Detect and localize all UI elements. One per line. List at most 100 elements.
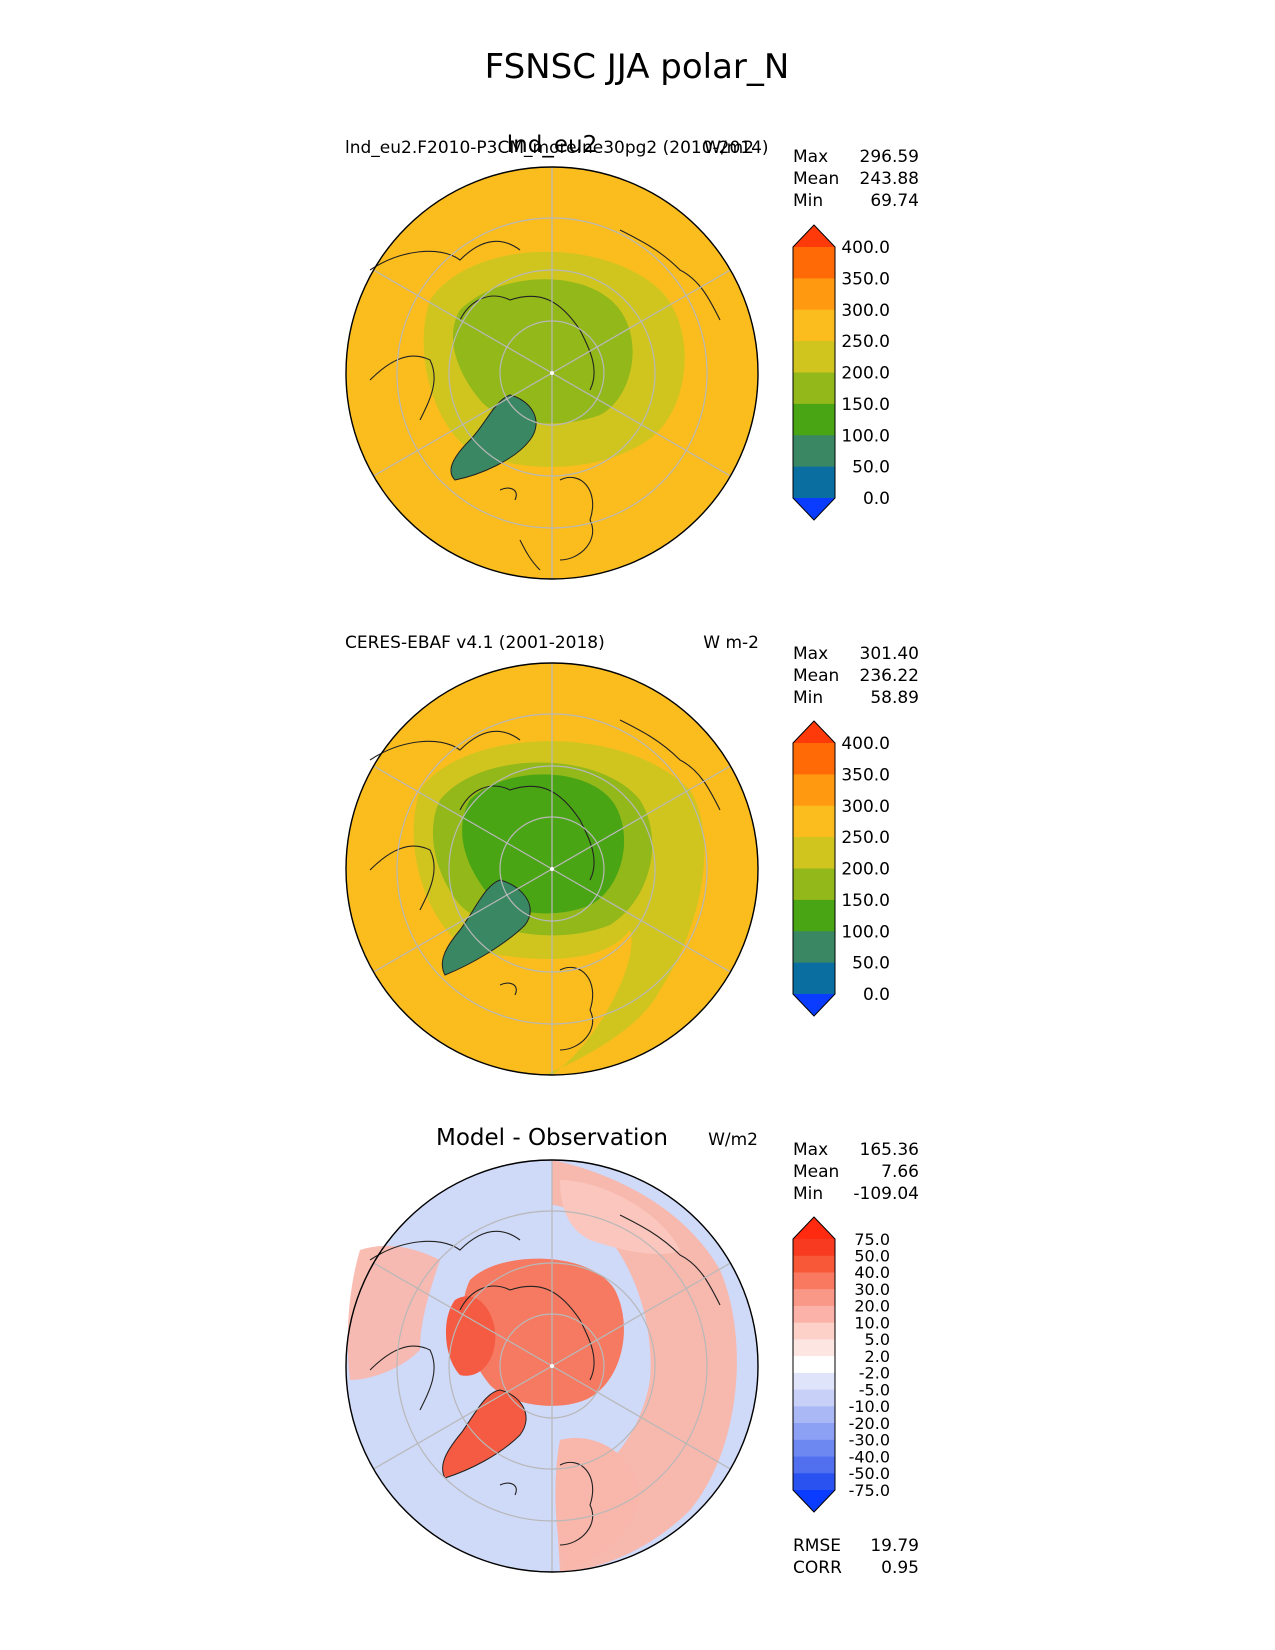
colorbar-tick-label: 10.0	[854, 1313, 890, 1332]
stat-label: Mean	[793, 666, 839, 686]
stat-label: Mean	[793, 169, 839, 189]
colorbar-bin	[793, 743, 835, 775]
polar-map-test	[345, 166, 759, 580]
panel-reference-stats: Max 301.40 Mean 236.22 Min 58.89	[793, 644, 919, 708]
colorbar-tick-label: 5.0	[865, 1330, 890, 1349]
colorbar-tick-label: 0.0	[863, 489, 890, 509]
colorbar-tick-label: 75.0	[854, 1230, 890, 1249]
map-coastlines	[369, 1214, 721, 1546]
colorbar-tick-label: -2.0	[859, 1364, 890, 1383]
colorbar-bin	[793, 1439, 835, 1458]
panel-difference-center-title: Model - Observation	[436, 1125, 668, 1151]
stat-value: 243.88	[860, 169, 919, 189]
colorbar-tick-label: 100.0	[841, 922, 890, 942]
colorbar-tick-label: 400.0	[841, 734, 890, 754]
colorbar-tick-label: 400.0	[841, 238, 890, 258]
colorbar-bin	[793, 899, 835, 932]
colorbar-extend-min	[793, 994, 835, 1016]
stat-value: 7.66	[881, 1162, 919, 1182]
colorbar-extend-max	[793, 1217, 835, 1239]
colorbar-bin	[793, 1456, 835, 1474]
stat-label: Min	[793, 191, 823, 211]
colorbar-tick-label: 40.0	[854, 1263, 890, 1282]
colorbar-tick-label: 50.0	[854, 1246, 890, 1265]
map-boundary	[345, 1159, 759, 1573]
colorbar-tick-label: 50.0	[852, 458, 890, 478]
colorbar-bin	[793, 1339, 835, 1357]
stat-value: 19.79	[870, 1536, 919, 1556]
colorbar-tick-label: 300.0	[841, 301, 890, 321]
colorbar-bin	[793, 1305, 835, 1324]
panel-test-left-title: lnd_eu2.F2010-P3CM_more.ne30pg2 (2010-20…	[345, 138, 769, 158]
stat-value: 58.89	[870, 688, 919, 708]
colorbar-extend-max	[793, 721, 835, 743]
map-region-arctic	[452, 279, 633, 424]
colorbar-tick-label: -10.0	[849, 1397, 890, 1416]
stat-label: Max	[793, 644, 828, 664]
colorbar-test: 400.0 350.0 300.0 250.0 200.0 150.0 100.0 50.0 0…	[792, 224, 890, 521]
polar-map-difference	[345, 1159, 759, 1573]
map-coastlines	[369, 719, 721, 1051]
panel-reference-left-title: CERES-EBAF v4.1 (2001-2018)	[345, 633, 605, 653]
stat-value: 301.40	[860, 644, 919, 664]
stat-label: Max	[793, 147, 828, 167]
colorbar-tick-label: 350.0	[841, 269, 890, 289]
stat-label: Mean	[793, 1162, 839, 1182]
colorbar-tick-label: 50.0	[852, 954, 890, 974]
colorbar-tick-label: 100.0	[841, 426, 890, 446]
map-boundary	[345, 166, 759, 580]
colorbar-bin	[793, 1473, 835, 1491]
map-north-pole-marker	[550, 1364, 554, 1368]
colorbar-tick-label: -75.0	[849, 1481, 890, 1500]
panel-difference-units: W/m2	[708, 1130, 758, 1150]
colorbar-tick-label: 150.0	[841, 395, 890, 415]
colorbar-reference: 400.0 350.0 300.0 250.0 200.0 150.0 100.0 50.0 0…	[792, 720, 890, 1017]
stat-value: 165.36	[860, 1140, 919, 1160]
stat-label: Min	[793, 1184, 823, 1204]
panel-test: lnd_eu2 lnd_eu2.F2010-P3CM_more.ne30pg2 …	[345, 132, 919, 580]
stat-value: 236.22	[860, 666, 919, 686]
colorbar-tick-label: 20.0	[854, 1297, 890, 1316]
colorbar-bin	[793, 837, 835, 870]
colorbar-bin	[793, 1372, 835, 1391]
colorbar-tick-label: 200.0	[841, 364, 890, 384]
colorbar-outline	[792, 720, 836, 1017]
panel-test-center-title: lnd_eu2	[507, 132, 597, 158]
colorbar-bin	[793, 1389, 835, 1407]
colorbar-difference: 75.050.040.030.020.010.05.02.0-2.0-5.0-1…	[792, 1216, 890, 1513]
panel-difference-stats: Max 165.36 Mean 7.66 Min -109.04	[793, 1140, 919, 1204]
colorbar-extend-max	[793, 225, 835, 247]
stat-label: Max	[793, 1140, 828, 1160]
panel-difference: Model - Observation W/m2 Max 165.36 Mean…	[345, 1125, 919, 1578]
map-coastlines	[369, 229, 721, 571]
stat-value: 0.95	[881, 1558, 919, 1578]
map-region-warm-bias-ring	[552, 1160, 737, 1572]
colorbar-bin	[793, 403, 835, 436]
stat-label: Min	[793, 688, 823, 708]
colorbar-tick-label: 250.0	[841, 332, 890, 352]
colorbar-bin	[793, 435, 835, 468]
panel-test-units: W/m2	[704, 138, 754, 158]
map-boundary	[345, 662, 759, 1076]
colorbar-bin	[793, 1272, 835, 1290]
colorbar-bin	[793, 1322, 835, 1340]
colorbar-tick-label: 350.0	[841, 765, 890, 785]
colorbar-tick-label: -30.0	[849, 1431, 890, 1450]
colorbar-tick-label: 30.0	[854, 1280, 890, 1299]
map-region-europe-warm	[555, 1438, 640, 1570]
colorbar-outline	[792, 1216, 836, 1513]
map-region-greenland	[441, 879, 531, 976]
colorbar-tick-label: 300.0	[841, 797, 890, 817]
stat-value: 296.59	[860, 147, 919, 167]
map-north-pole-marker	[550, 867, 554, 871]
map-region-arctic	[462, 774, 625, 914]
panel-reference: CERES-EBAF v4.1 (2001-2018) W m-2 Max 30…	[345, 633, 919, 1076]
panel-difference-footer-stats: RMSE 19.79 CORR 0.95	[793, 1536, 919, 1578]
colorbar-bin	[793, 309, 835, 342]
colorbar-bin	[793, 1239, 835, 1257]
colorbar-tick-label: 200.0	[841, 860, 890, 880]
stat-value: 69.74	[870, 191, 919, 211]
colorbar-bin	[793, 341, 835, 374]
colorbar-bin	[793, 1255, 835, 1274]
